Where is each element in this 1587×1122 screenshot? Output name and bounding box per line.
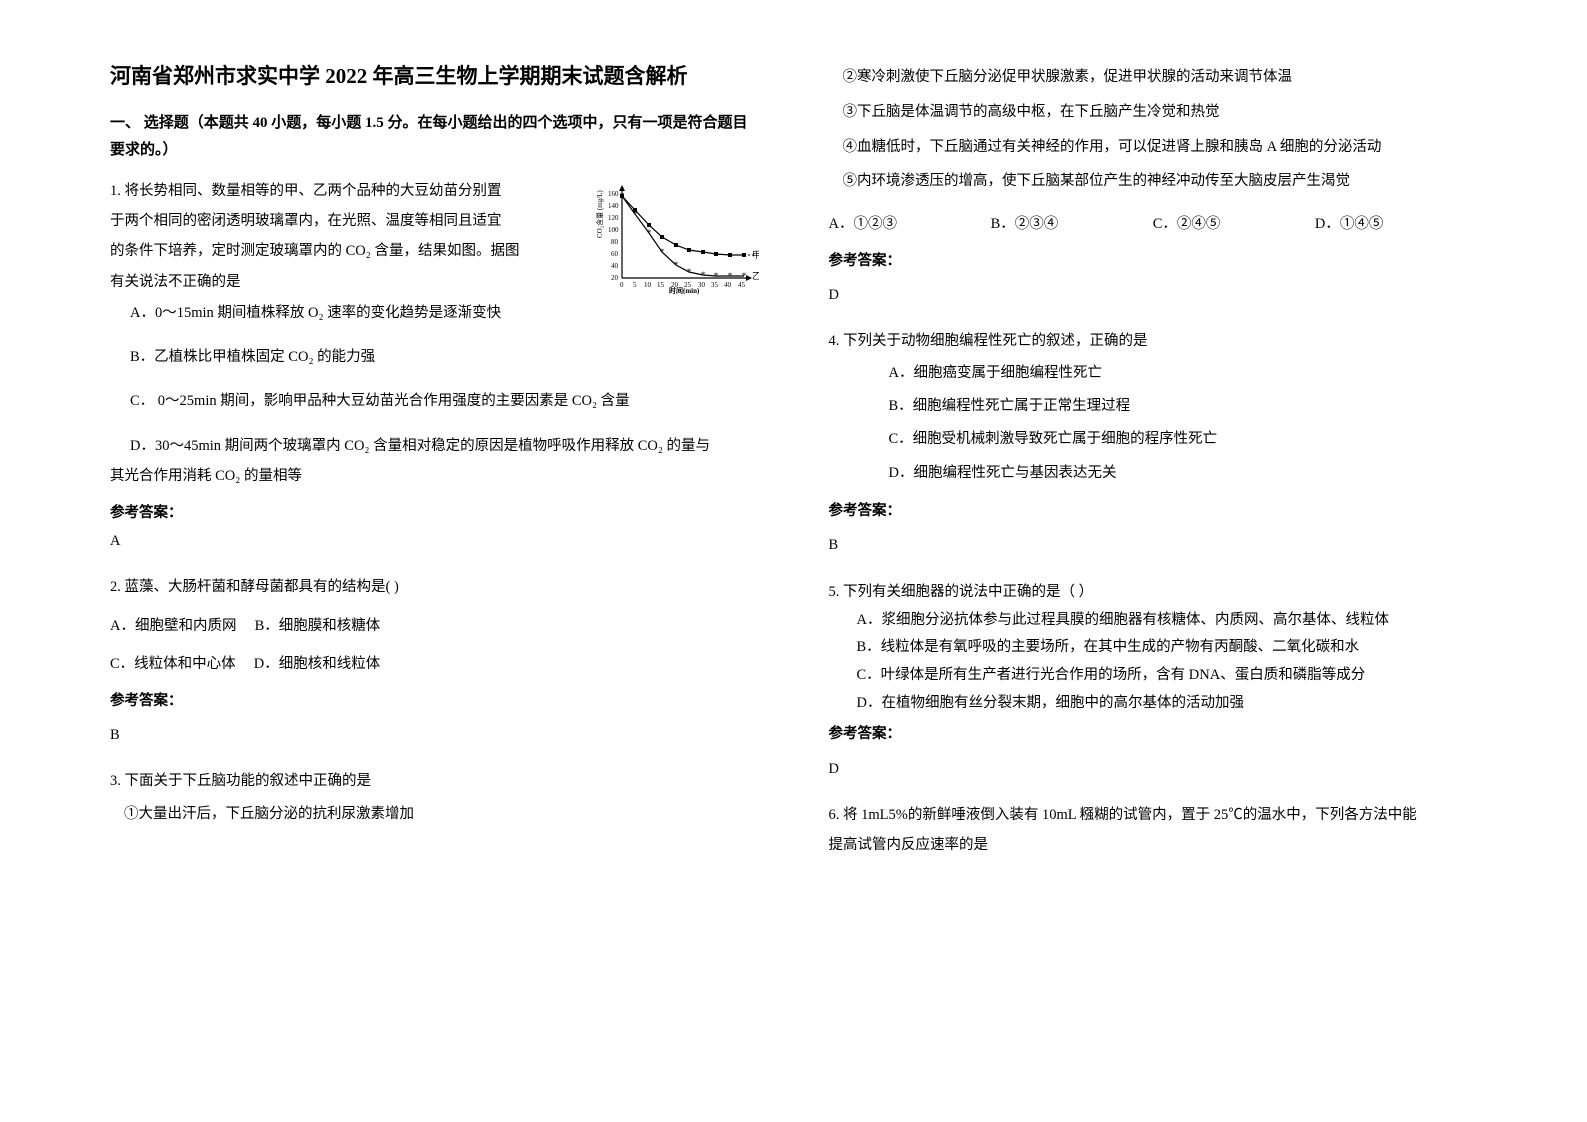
- page-title: 河南省郑州市求实中学 2022 年高三生物上学期期末试题含解析: [110, 60, 759, 94]
- q5-optC: C．叶绿体是所有生产者进行光合作用的场所，含有 DNA、蛋白质和磷脂等成分: [829, 662, 1478, 690]
- svg-text:*: *: [619, 191, 624, 201]
- svg-text:*: *: [713, 271, 718, 281]
- q4-answer-label: 参考答案：: [829, 496, 1478, 526]
- svg-text:15: 15: [657, 281, 665, 289]
- svg-text:140: 140: [608, 202, 619, 210]
- q5-optD: D．在植物细胞有丝分裂末期，细胞中的高尔基体的活动加强: [829, 690, 1478, 718]
- q2-optA: A．细胞壁和内质网: [110, 618, 236, 634]
- svg-text:35: 35: [711, 281, 719, 289]
- q3-optC: C．②④⑤: [1153, 209, 1315, 239]
- question-3-cont: ②寒冷刺激使下丘脑分泌促甲状腺激素，促进甲状腺的活动来调节体温 ③下丘脑是体温调…: [829, 60, 1478, 308]
- q3-item4: ④血糖低时，下丘脑通过有关神经的作用，可以促进肾上腺和胰岛 A 细胞的分泌活动: [829, 130, 1478, 165]
- q3-item2: ②寒冷刺激使下丘脑分泌促甲状腺激素，促进甲状腺的活动来调节体温: [829, 60, 1478, 95]
- q3-optB: B．②③④: [991, 209, 1153, 239]
- q3-stem: 3. 下面关于下丘脑功能的叙述中正确的是: [110, 766, 759, 796]
- q4-stem: 4. 下列关于动物细胞编程性死亡的叙述，正确的是: [829, 326, 1478, 356]
- svg-text:CO₂含量 (mg/L): CO₂含量 (mg/L): [595, 189, 604, 237]
- svg-text:100: 100: [608, 226, 619, 234]
- q3-answer: D: [829, 282, 1478, 308]
- question-2: 2. 蓝藻、大肠杆菌和酵母菌都具有的结构是( ) A．细胞壁和内质网 B．细胞膜…: [110, 572, 759, 748]
- q3-item1: ①大量出汗后，下丘脑分泌的抗利尿激素增加: [110, 797, 759, 832]
- q2-answer-label: 参考答案：: [110, 686, 759, 716]
- svg-text:20: 20: [611, 274, 619, 282]
- q4-optD: D．细胞编程性死亡与基因表达无关: [829, 457, 1478, 490]
- q3-optD: D．①④⑤: [1315, 209, 1477, 239]
- svg-text:*: *: [646, 228, 651, 238]
- q6-stem-l1: 6. 将 1mL5%的新鲜唾液倒入装有 10mL 糨糊的试管内，置于 25℃的温…: [829, 800, 1478, 830]
- svg-text:45: 45: [738, 281, 746, 289]
- q5-optB: B．线粒体是有氧呼吸的主要场所，在其中生成的产物有丙酮酸、二氧化碳和水: [829, 634, 1478, 662]
- svg-text:30: 30: [698, 281, 706, 289]
- svg-text:20: 20: [671, 281, 679, 289]
- svg-text:*: *: [673, 260, 678, 270]
- section-heading: 一、 选择题（本题共 40 小题，每小题 1.5 分。在每小题给出的四个选项中，…: [110, 110, 759, 164]
- svg-text:乙: 乙: [752, 271, 759, 281]
- svg-text:160: 160: [608, 190, 619, 198]
- question-6: 6. 将 1mL5%的新鲜唾液倒入装有 10mL 糨糊的试管内，置于 25℃的温…: [829, 800, 1478, 861]
- q1-line4: 有关说法不正确的是: [110, 267, 584, 297]
- q2-optD: D．细胞核和线粒体: [254, 656, 380, 672]
- q1-optC: C． 0～25min 期间，影响甲品种大豆幼苗光合作用强度的主要因素是 CO₂ …: [110, 386, 759, 416]
- svg-text:*: *: [632, 209, 637, 219]
- svg-text:40: 40: [724, 281, 732, 289]
- svg-text:*: *: [686, 267, 691, 277]
- question-5: 5. 下列有关细胞器的说法中正确的是（ ） A．浆细胞分泌抗体参与此过程具膜的细…: [829, 577, 1478, 782]
- q2-answer: B: [110, 722, 759, 748]
- svg-text:60: 60: [611, 250, 619, 258]
- q2-optC: C．线粒体和中心体: [110, 656, 236, 672]
- svg-text:40: 40: [611, 262, 619, 270]
- q1-line1: 1. 将长势相同、数量相等的甲、乙两个品种的大豆幼苗分别置: [110, 176, 584, 206]
- q5-answer-label: 参考答案：: [829, 719, 1478, 749]
- q3-item3: ③下丘脑是体温调节的高级中枢，在下丘脑产生冷觉和热觉: [829, 95, 1478, 130]
- q3-optA: A．①②③: [829, 209, 991, 239]
- q4-optC: C．细胞受机械刺激导致死亡属于细胞的程序性死亡: [829, 423, 1478, 456]
- q1-optD-l2: 其光合作用消耗 CO₂ 的量相等: [110, 461, 759, 491]
- q3-answer-label: 参考答案：: [829, 246, 1478, 276]
- q4-optB: B．细胞编程性死亡属于正常生理过程: [829, 390, 1478, 423]
- svg-text:120: 120: [608, 214, 619, 222]
- question-3: 3. 下面关于下丘脑功能的叙述中正确的是 ①大量出汗后，下丘脑分泌的抗利尿激素增…: [110, 766, 759, 831]
- svg-text:*: *: [659, 247, 664, 257]
- q5-optA: A．浆细胞分泌抗体参与此过程具膜的细胞器有核糖体、内质网、高尔基体、线粒体: [829, 607, 1478, 635]
- q1-answer-label: 参考答案：: [110, 498, 759, 528]
- svg-text:*: *: [727, 271, 732, 281]
- svg-text:甲: 甲: [752, 250, 759, 260]
- q4-answer: B: [829, 532, 1478, 558]
- q3-item5: ⑤内环境渗透压的增高，使下丘脑某部位产生的神经冲动传至大脑皮层产生渴觉: [829, 164, 1478, 199]
- q4-optA: A．细胞癌变属于细胞编程性死亡: [829, 357, 1478, 390]
- q1-optB: B．乙植株比甲植株固定 CO₂ 的能力强: [110, 342, 759, 372]
- q2-stem: 2. 蓝藻、大肠杆菌和酵母菌都具有的结构是( ): [110, 572, 759, 602]
- svg-text:*: *: [700, 270, 705, 280]
- svg-text:5: 5: [633, 281, 637, 289]
- q1-optA: A．0～15min 期间植株释放 O₂ 速率的变化趋势是逐渐变快: [110, 298, 759, 328]
- q1-line3: 的条件下培养，定时测定玻璃罩内的 CO₂ 含量，结果如图。据图: [110, 236, 584, 266]
- svg-text:0: 0: [620, 281, 624, 289]
- q1-line2: 于两个相同的密闭透明玻璃罩内，在光照、温度等相同且适宜: [110, 206, 584, 236]
- q6-stem-l2: 提高试管内反应速率的是: [829, 830, 1478, 860]
- svg-text:10: 10: [644, 281, 652, 289]
- svg-text:*: *: [741, 271, 746, 281]
- q1-optD-l1: D．30～45min 期间两个玻璃罩内 CO₂ 含量相对稳定的原因是植物呼吸作用…: [110, 431, 759, 461]
- question-4: 4. 下列关于动物细胞编程性死亡的叙述，正确的是 A．细胞癌变属于细胞编程性死亡…: [829, 326, 1478, 558]
- question-1: 1. 将长势相同、数量相等的甲、乙两个品种的大豆幼苗分别置 于两个相同的密闭透明…: [110, 176, 759, 555]
- q2-optB: B．细胞膜和核糖体: [255, 618, 381, 634]
- svg-text:25: 25: [684, 281, 692, 289]
- svg-text:80: 80: [611, 238, 619, 246]
- q5-stem: 5. 下列有关细胞器的说法中正确的是（ ）: [829, 577, 1478, 607]
- q1-chart: CO₂含量 (mg/L) 时间(min) 20 40 60 80 100 120…: [594, 178, 759, 298]
- q5-answer: D: [829, 756, 1478, 782]
- q1-answer: A: [110, 528, 759, 554]
